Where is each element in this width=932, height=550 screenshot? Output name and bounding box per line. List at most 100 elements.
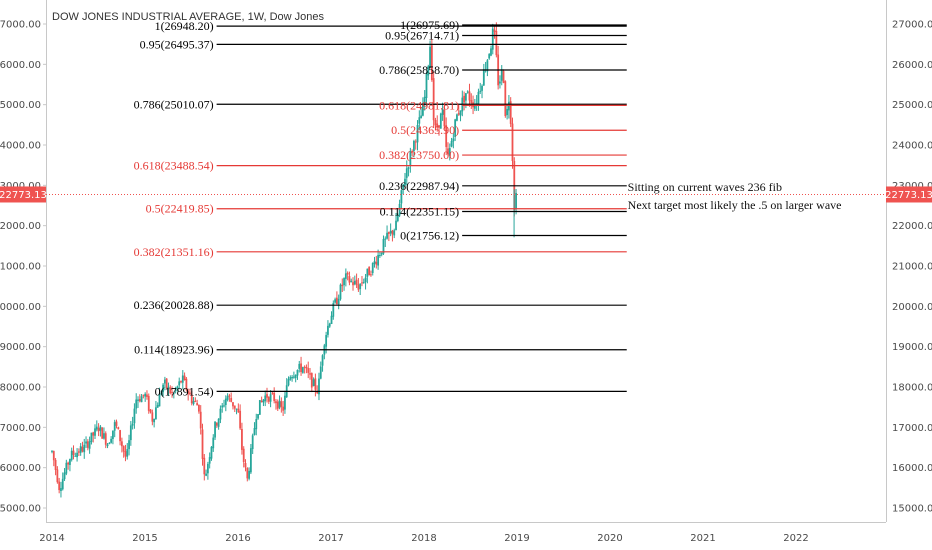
- candle-body: [260, 400, 263, 402]
- candle-body: [316, 391, 319, 394]
- candle-body: [60, 488, 62, 491]
- candle-body: [95, 426, 98, 430]
- candle-body: [470, 100, 473, 104]
- candle-body: [149, 409, 152, 413]
- candle-body: [266, 394, 268, 398]
- candle-body: [287, 379, 290, 386]
- candle-body: [282, 406, 285, 411]
- candle-body: [515, 192, 517, 209]
- candle-body: [373, 261, 376, 264]
- fib-level-label: 0.95(26495.37): [140, 37, 214, 51]
- candle-body: [337, 299, 340, 305]
- candle-body: [468, 91, 471, 101]
- candle-body: [253, 428, 256, 435]
- candle-body: [214, 421, 216, 438]
- candle-body: [405, 168, 408, 178]
- candle-body: [269, 394, 272, 402]
- candle-body: [262, 399, 265, 403]
- candle-body: [488, 54, 491, 59]
- candle-body: [158, 393, 161, 407]
- fib-level-label: 0(17891.54): [155, 384, 214, 398]
- candle-body: [69, 459, 71, 465]
- candle-body: [352, 282, 354, 286]
- candle-body: [307, 368, 310, 373]
- candle-body: [278, 400, 281, 408]
- fib-level-label: 0.114(22351.15): [380, 205, 460, 219]
- candle-body: [386, 232, 388, 239]
- candle-body: [414, 141, 417, 143]
- candle-body: [382, 239, 385, 254]
- candle-body: [165, 378, 168, 388]
- candle-body: [223, 405, 225, 407]
- candle-body: [112, 430, 114, 439]
- candle-body: [99, 426, 102, 431]
- candle-body: [425, 73, 428, 99]
- candle-body: [124, 451, 127, 457]
- candle-body: [441, 109, 444, 115]
- fib-level-label: 0(21756.12): [400, 229, 459, 243]
- candle-body: [319, 366, 322, 379]
- candle-body: [511, 123, 514, 161]
- candle-body: [230, 397, 233, 402]
- chart-annotation: Next target most likely the .5 on larger…: [628, 198, 842, 212]
- candle-body: [248, 470, 250, 479]
- candle-body: [398, 203, 401, 216]
- candle-body: [339, 284, 342, 300]
- y-tick-label-left: 16000.00: [0, 463, 41, 474]
- y-tick-label-right: 21000.00: [892, 262, 932, 273]
- candle-body: [115, 421, 118, 426]
- candle-body: [509, 101, 512, 124]
- y-tick-label-right: 16000.00: [892, 463, 932, 474]
- candle-body: [129, 425, 132, 441]
- candle-body: [421, 103, 424, 116]
- candle-body: [180, 381, 182, 383]
- candle-body: [215, 423, 218, 426]
- candle-body: [239, 410, 242, 429]
- candle-body: [456, 114, 458, 121]
- candle-body: [233, 405, 236, 409]
- candle-body: [86, 441, 89, 448]
- candle-body: [176, 386, 179, 389]
- candle-body: [486, 60, 489, 72]
- candle-body: [341, 284, 344, 287]
- candle-body: [409, 151, 412, 167]
- candle-body: [235, 408, 238, 410]
- candle-body: [144, 393, 147, 397]
- y-tick-label-right: 23000.00: [892, 181, 932, 192]
- fib-level-label: 0.5(24365.90): [391, 123, 459, 137]
- candle-body: [92, 432, 95, 436]
- candle-body: [416, 124, 419, 143]
- candle-body: [361, 282, 363, 284]
- y-tick-label-left: 17000.00: [0, 423, 41, 434]
- candle-body: [206, 463, 209, 474]
- candle-body: [61, 478, 64, 490]
- candle-body: [436, 123, 439, 127]
- candle-body: [445, 125, 448, 147]
- candle-body: [454, 119, 457, 137]
- candle-body: [104, 433, 107, 445]
- candle-body: [249, 448, 252, 473]
- candle-body: [63, 472, 66, 480]
- candle-body: [303, 366, 306, 368]
- candle-body: [335, 297, 338, 305]
- y-tick-label-left: 23000.00: [0, 181, 41, 192]
- candle-body: [171, 391, 173, 393]
- x-tick-label: 2016: [225, 533, 250, 544]
- candle-body: [400, 190, 403, 204]
- candle-body: [330, 315, 333, 325]
- candle-body: [490, 48, 492, 56]
- fib-level-label: 1(26975.69): [400, 18, 459, 32]
- candle-body: [88, 441, 91, 449]
- candle-body: [97, 428, 100, 432]
- candle-body: [146, 394, 148, 397]
- candle-body: [429, 46, 431, 69]
- candle-body: [199, 411, 202, 429]
- candle-body: [500, 69, 503, 81]
- y-tick-label-right: 26000.00: [892, 60, 932, 71]
- candle-body: [346, 272, 349, 275]
- candle-body: [432, 78, 435, 121]
- y-tick-label-right: 20000.00: [892, 302, 932, 313]
- candle-body: [473, 105, 476, 109]
- x-tick-label: 2017: [318, 533, 343, 544]
